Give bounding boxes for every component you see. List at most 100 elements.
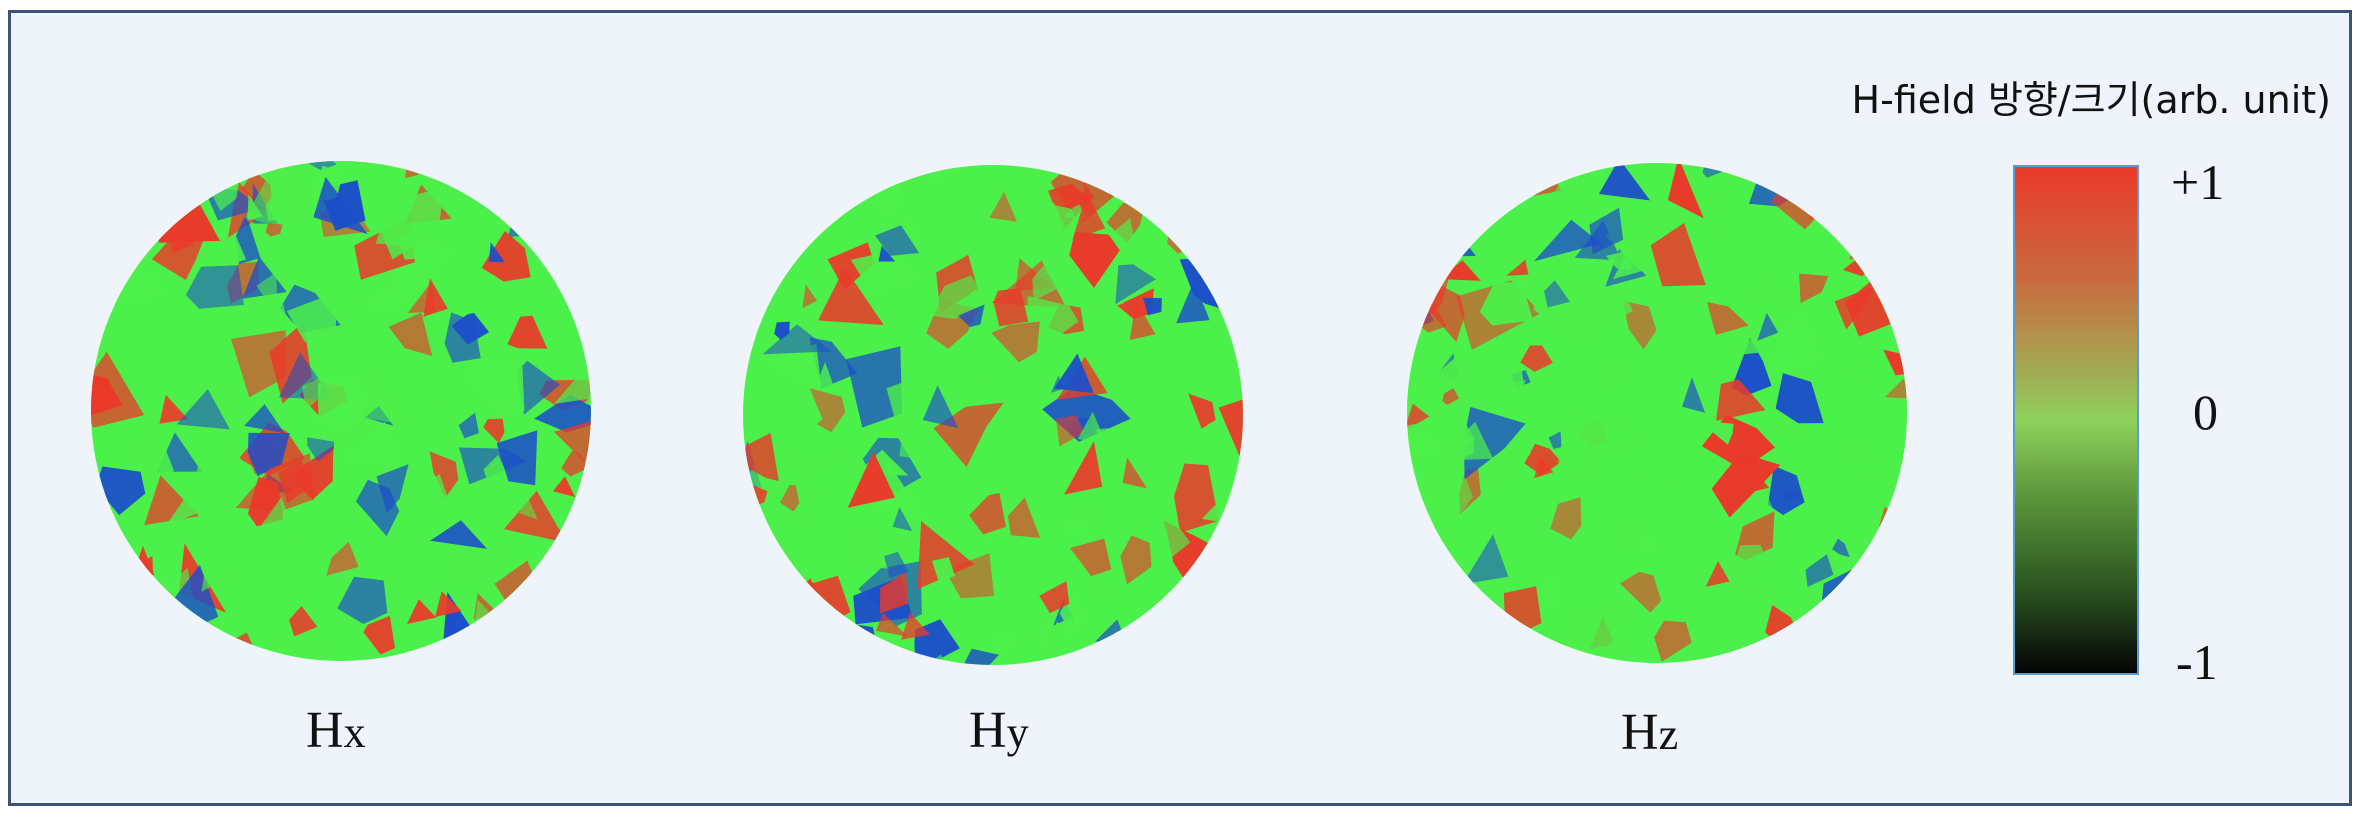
- field-speckle: [244, 404, 285, 434]
- field-speckle: [185, 265, 244, 309]
- field-speckle: [274, 630, 317, 661]
- field-speckle: [91, 185, 108, 210]
- field-speckle: [407, 474, 452, 508]
- field-speckle: [247, 194, 263, 221]
- colorbar: [2013, 165, 2139, 675]
- field-speckle: [818, 267, 884, 326]
- field-speckle: [933, 170, 985, 209]
- field-speckle: [1874, 189, 1907, 221]
- field-speckle: [1884, 378, 1907, 399]
- field-speckle: [1616, 413, 1647, 442]
- field-speckle: [554, 420, 591, 462]
- field-speckle: [1844, 165, 1894, 207]
- field-speckle: [1843, 439, 1874, 464]
- field-speckle: [969, 493, 1006, 535]
- colorbar-tick-mid: 0: [2193, 384, 2218, 440]
- field-speckle: [342, 421, 402, 462]
- field-speckle: [1056, 415, 1085, 447]
- field-speckle: [1102, 218, 1138, 279]
- field-speckle: [126, 421, 175, 481]
- field-speckle: [875, 613, 908, 637]
- field-speckle: [1538, 522, 1552, 536]
- field-speckle: [123, 617, 152, 636]
- field-speckle: [850, 251, 917, 295]
- field-speckle: [1424, 545, 1446, 572]
- field-speckle: [1454, 170, 1483, 205]
- field-speckle: [496, 430, 538, 486]
- field-speckle: [1439, 260, 1481, 281]
- field-speckle: [1070, 538, 1112, 577]
- field-speckle: [515, 183, 541, 219]
- field-speckle: [790, 181, 813, 214]
- field-speckle: [1151, 510, 1191, 564]
- field-speckle: [1849, 228, 1892, 260]
- field-speckle: [562, 240, 591, 262]
- field-speckle: [435, 591, 462, 617]
- field-speckle: [989, 191, 1017, 222]
- field-speckle: [369, 187, 444, 260]
- field-speckle: [543, 245, 591, 292]
- field-speckle: [779, 607, 820, 639]
- field-speckle: [1072, 192, 1106, 240]
- field-speckle: [932, 557, 955, 582]
- field-speckle: [515, 164, 567, 221]
- hy-label: Hy: [969, 702, 1029, 759]
- field-speckle: [1735, 562, 1764, 598]
- field-speckle: [1410, 634, 1465, 663]
- colorbar-tick-max: +1: [2171, 154, 2225, 210]
- field-speckle: [1716, 379, 1766, 421]
- field-speckle: [483, 455, 511, 484]
- hz-field-pattern: [1407, 163, 1907, 663]
- field-speckle: [1117, 509, 1142, 531]
- field-speckle: [1053, 353, 1094, 393]
- field-speckle: [743, 432, 779, 482]
- field-speckle: [1186, 584, 1227, 640]
- field-speckle: [1589, 207, 1624, 255]
- field-speckle: [317, 377, 362, 427]
- field-speckle: [388, 312, 433, 356]
- field-speckle: [938, 186, 981, 218]
- field-speckle: [991, 321, 1040, 363]
- field-speckle: [1654, 620, 1692, 662]
- field-speckle: [339, 394, 390, 443]
- field-speckle: [1090, 305, 1107, 324]
- field-speckle: [430, 520, 488, 549]
- field-speckle: [562, 241, 583, 272]
- field-speckle: [1196, 165, 1243, 192]
- field-speckle: [1427, 187, 1450, 210]
- field-speckle: [1412, 473, 1474, 529]
- field-speckle: [176, 389, 230, 430]
- field-speckle: [880, 571, 909, 614]
- field-speckle: [743, 222, 764, 262]
- field-speckle: [1407, 626, 1425, 661]
- figure-frame: Hx Hy Hz H-field 방향/크기(arb. unit) +1 0 -…: [8, 10, 2352, 806]
- field-speckle: [1853, 360, 1872, 379]
- field-speckle: [1407, 589, 1441, 639]
- field-speckle: [416, 386, 445, 415]
- field-speckle: [1407, 403, 1430, 430]
- field-speckle: [553, 367, 591, 405]
- field-speckle: [1691, 284, 1717, 306]
- field-speckle: [847, 451, 895, 508]
- field-speckle: [1228, 244, 1243, 271]
- field-speckle: [91, 195, 103, 213]
- field-speckle: [757, 165, 791, 181]
- field-speckle: [1122, 457, 1148, 489]
- field-speckle: [1707, 301, 1749, 335]
- field-speckle: [485, 637, 517, 661]
- field-speckle: [963, 648, 999, 665]
- field-speckle: [1845, 276, 1896, 337]
- field-speckle: [853, 532, 889, 569]
- field-speckle: [132, 198, 150, 221]
- field-speckle: [785, 601, 820, 636]
- field-speckle: [265, 223, 283, 237]
- field-speckle: [1875, 549, 1897, 574]
- field-speckle: [754, 165, 806, 200]
- field-speckle: [1619, 571, 1662, 613]
- field-speckle: [1050, 166, 1095, 210]
- field-speckle: [1821, 596, 1876, 644]
- field-speckle: [802, 284, 817, 309]
- field-speckle: [91, 351, 145, 428]
- field-speckle: [1667, 163, 1704, 219]
- field-speckle: [542, 588, 572, 630]
